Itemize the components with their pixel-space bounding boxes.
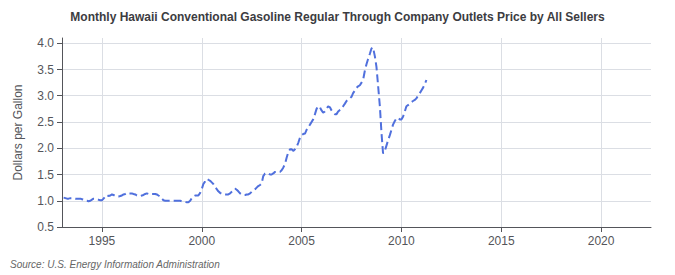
svg-text:Source: U.S. Energy Informatio: Source: U.S. Energy Information Administ… xyxy=(10,259,220,270)
svg-text:1.5: 1.5 xyxy=(37,168,54,182)
svg-text:2005: 2005 xyxy=(288,234,315,248)
svg-text:1.0: 1.0 xyxy=(37,194,54,208)
svg-text:3.5: 3.5 xyxy=(37,63,54,77)
svg-text:4.0: 4.0 xyxy=(37,36,54,50)
svg-text:2.0: 2.0 xyxy=(37,141,54,155)
svg-text:1995: 1995 xyxy=(89,234,116,248)
svg-text:2.5: 2.5 xyxy=(37,115,54,129)
svg-text:Monthly Hawaii Conventional Ga: Monthly Hawaii Conventional Gasoline Reg… xyxy=(70,10,605,24)
svg-text:2015: 2015 xyxy=(488,234,515,248)
svg-text:Dollars per Gallon: Dollars per Gallon xyxy=(11,84,25,180)
svg-text:2000: 2000 xyxy=(188,234,215,248)
svg-text:2010: 2010 xyxy=(388,234,415,248)
svg-text:0.5: 0.5 xyxy=(37,220,54,234)
svg-text:3.0: 3.0 xyxy=(37,89,54,103)
svg-text:2020: 2020 xyxy=(588,234,615,248)
